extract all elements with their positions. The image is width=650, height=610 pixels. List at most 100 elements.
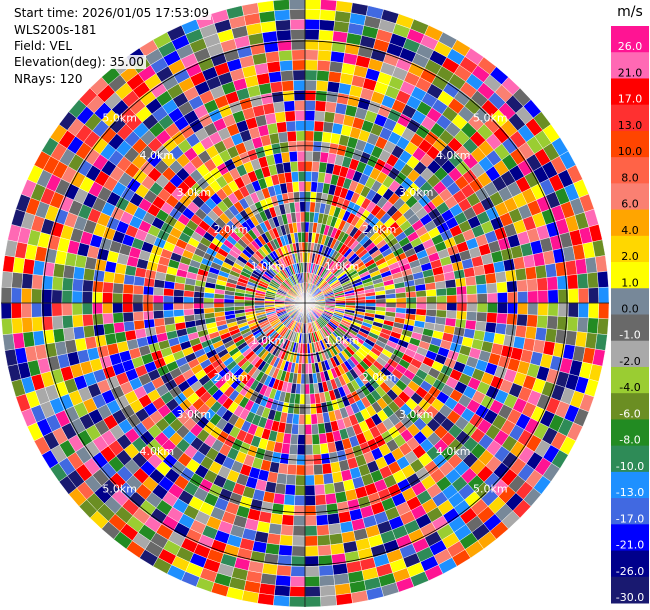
velocity-gate [466, 293, 478, 304]
velocity-gate [10, 287, 22, 304]
velocity-gate [516, 279, 528, 293]
velocity-gate [324, 101, 337, 114]
velocity-gate [526, 314, 538, 328]
velocity-gate [261, 562, 278, 576]
velocity-gate [102, 292, 113, 304]
velocity-gate [435, 287, 447, 297]
range-ring-label: 5.0km [473, 112, 508, 125]
velocity-gate [494, 322, 507, 335]
colorbar-swatch [611, 419, 649, 447]
velocity-gate [21, 317, 34, 333]
velocity-gate [332, 562, 349, 576]
velocity-gate [294, 495, 306, 506]
velocity-gate [31, 288, 43, 304]
velocity-gate [51, 289, 63, 304]
velocity-gate [153, 317, 166, 328]
ppi-plot [0, 0, 610, 608]
velocity-gate [328, 522, 342, 536]
velocity-gate [416, 296, 427, 304]
velocity-gate [445, 286, 458, 296]
velocity-gate [424, 282, 437, 291]
velocity-gate [268, 70, 282, 84]
velocity-gate [597, 271, 609, 288]
velocity-gate [283, 494, 296, 506]
range-ring-label: 2.0km [214, 223, 249, 236]
velocity-gate [133, 319, 146, 331]
velocity-gate [298, 414, 306, 425]
velocity-gate [325, 502, 339, 515]
velocity-gate [281, 80, 295, 92]
velocity-gate [91, 302, 103, 315]
velocity-gate [300, 221, 306, 233]
colorbar-tick-label: -6.0 [619, 407, 640, 420]
velocity-gate [152, 294, 164, 304]
velocity-gate [426, 295, 437, 304]
velocity-gate [304, 120, 315, 132]
velocity-gate [595, 333, 608, 351]
velocity-gate [304, 181, 312, 192]
velocity-gate [292, 59, 306, 71]
colorbar-tick-label: 26.0 [618, 40, 643, 53]
velocity-gate [466, 302, 478, 313]
velocity-gate [257, 0, 275, 13]
velocity-gate [527, 290, 539, 304]
velocity-gate [1, 318, 13, 335]
velocity-gate [112, 292, 124, 304]
colorbar-swatch [611, 183, 649, 211]
velocity-gate [318, 432, 328, 445]
velocity-gate [61, 302, 73, 316]
velocity-gate [304, 495, 316, 506]
velocity-gate [269, 512, 283, 525]
velocity-gate [496, 281, 508, 294]
velocity-gate [283, 100, 296, 112]
velocity-gate [318, 29, 334, 42]
velocity-gate [290, 29, 306, 41]
velocity-gate [312, 150, 322, 163]
velocity-gate [597, 318, 609, 335]
velocity-gate [152, 302, 164, 312]
velocity-gate [92, 280, 104, 293]
velocity-gate [275, 19, 291, 32]
colorbar-tick-label: -30.0 [616, 591, 644, 604]
colorbar-tick-label: 6.0 [621, 198, 639, 211]
velocity-gate [284, 484, 296, 496]
velocity-gate [304, 484, 316, 496]
velocity-gate [113, 321, 126, 334]
velocity-gate [566, 316, 579, 332]
velocity-gate [275, 574, 291, 587]
velocity-gate [297, 171, 306, 182]
velocity-gate [517, 291, 529, 304]
velocity-gate [304, 414, 312, 425]
velocity-gate [304, 383, 310, 395]
velocity-gate [295, 211, 301, 223]
velocity-gate [315, 514, 329, 526]
velocity-gate [292, 525, 306, 537]
velocity-gate [425, 289, 437, 297]
velocity-gate [319, 9, 336, 22]
velocity-gate [320, 595, 337, 607]
velocity-gate [304, 29, 320, 41]
range-ring-label: 2.0km [362, 223, 397, 236]
colorbar-swatch [611, 550, 649, 578]
velocity-gate [2, 255, 15, 273]
range-ring-label: 5.0km [102, 482, 137, 495]
velocity-gate [327, 512, 341, 525]
velocity-gate [285, 120, 297, 132]
velocity-gate [280, 70, 294, 82]
velocity-gate [271, 502, 285, 515]
velocity-gate [497, 302, 508, 314]
velocity-gate [304, 130, 315, 142]
velocity-gate [265, 542, 280, 556]
velocity-gate [304, 201, 311, 213]
velocity-gate [276, 121, 288, 134]
velocity-gate [296, 221, 302, 233]
range-ring-label: 5.0km [473, 482, 508, 495]
velocity-gate [293, 505, 306, 517]
velocity-gate [395, 292, 407, 299]
colorbar-swatch [611, 52, 649, 79]
velocity-gate [316, 70, 330, 82]
velocity-gate [534, 264, 548, 279]
velocity-gate [304, 403, 312, 415]
velocity-gate [311, 161, 321, 173]
velocity-gate [279, 59, 294, 72]
